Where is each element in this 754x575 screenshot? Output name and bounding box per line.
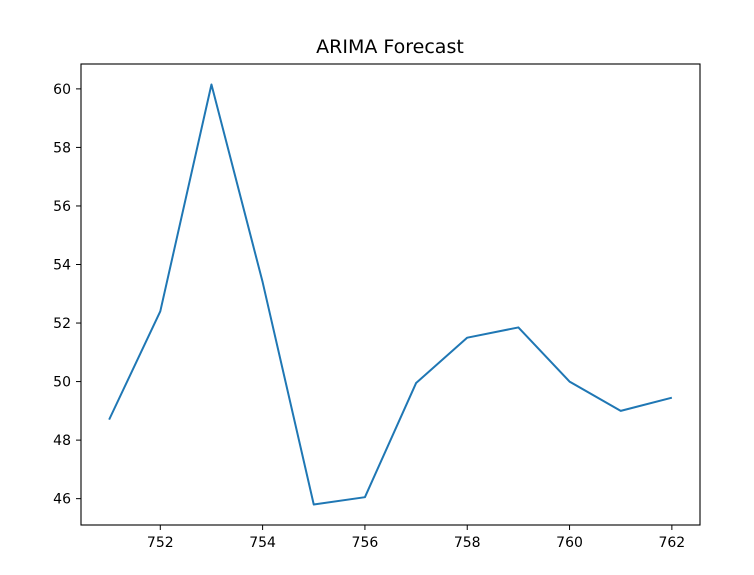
y-tick-label: 52 — [53, 316, 71, 332]
y-tick-label: 56 — [53, 199, 71, 215]
y-tick-label: 58 — [53, 140, 71, 156]
x-tick-label: 762 — [658, 535, 685, 551]
plot-area-frame — [80, 63, 701, 526]
x-tick-label: 758 — [454, 535, 481, 551]
chart-title: ARIMA Forecast — [316, 36, 464, 58]
x-tick-label: 760 — [556, 535, 583, 551]
x-tick-label: 752 — [147, 535, 174, 551]
x-axis: 752 754 756 758 760 762 — [147, 525, 685, 551]
y-tick-label: 48 — [53, 433, 71, 449]
series-line — [108, 83, 673, 506]
x-tick-label: 754 — [249, 535, 276, 551]
y-tick-label: 54 — [53, 257, 71, 273]
y-tick-label: 46 — [53, 492, 71, 508]
y-axis: 46 48 50 52 54 56 58 60 — [53, 82, 81, 508]
y-tick-label: 50 — [53, 375, 71, 391]
series-layer — [108, 83, 673, 506]
x-tick-label: 756 — [352, 535, 379, 551]
y-tick-label: 60 — [53, 82, 71, 98]
